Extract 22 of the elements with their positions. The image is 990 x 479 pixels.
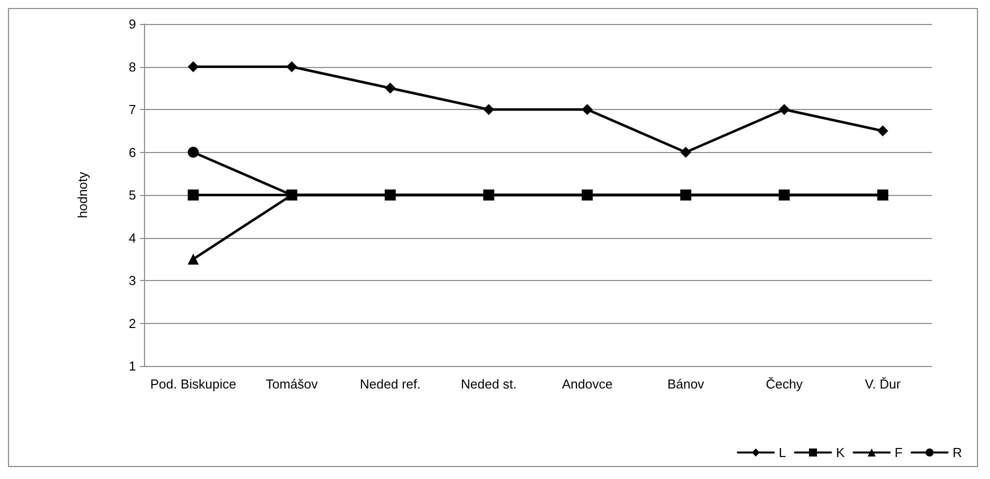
x-tick-label: Pod. Biskupice [150, 376, 236, 392]
x-tick-label: V. Ďur [864, 376, 902, 392]
y-tick-label: 1 [128, 358, 136, 374]
y-tick-label: 5 [128, 188, 136, 202]
y-tick-label: 3 [128, 273, 136, 288]
y-tick-label: 6 [128, 144, 136, 160]
x-tick-label: Andovce [562, 376, 613, 392]
legend-label: K [836, 445, 845, 460]
legend-label: L [778, 445, 786, 460]
legend-label: F [894, 445, 903, 460]
x-tick-label: Neded ref. [360, 376, 421, 392]
y-tick-label: 9 [128, 16, 136, 32]
y-tick-label: 8 [128, 59, 136, 74]
x-tick-label: Bánov [667, 376, 705, 392]
x-tick-label: Čechy [766, 376, 804, 392]
legend-label: R [952, 445, 962, 460]
y-tick-label: 4 [128, 230, 136, 246]
x-tick-label: Tomášov [266, 376, 318, 392]
x-tick-label: Neded st. [460, 376, 517, 392]
y-axis-title: hodnoty [75, 171, 90, 218]
y-tick-label: 7 [128, 102, 136, 117]
y-tick-label: 2 [128, 316, 136, 331]
